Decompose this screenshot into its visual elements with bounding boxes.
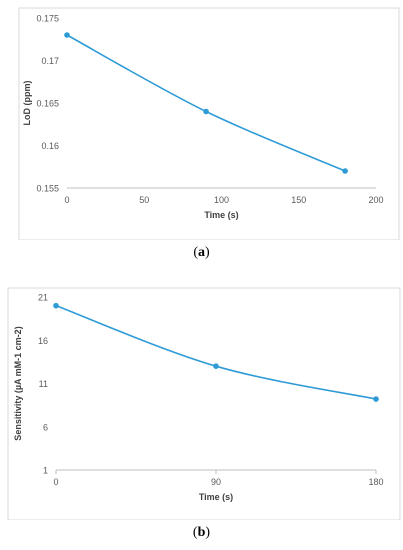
- chart-frame: [18, 7, 400, 240]
- y-tick-label: 6: [43, 422, 48, 432]
- caption-b-close: ): [205, 525, 211, 540]
- data-point: [213, 363, 219, 369]
- caption-b: (b): [0, 525, 403, 541]
- data-point: [342, 168, 348, 174]
- caption-a-letter: a: [198, 245, 205, 260]
- x-axis-title: Time (s): [204, 210, 238, 220]
- x-tick-label: 50: [139, 195, 149, 205]
- caption-b-letter: b: [197, 525, 206, 540]
- x-tick-label: 100: [214, 195, 229, 205]
- data-point: [373, 396, 379, 402]
- data-point: [53, 302, 59, 309]
- y-tick-label: 0.155: [36, 184, 59, 194]
- chart-panel-b: 1 6 11 16 21 0 90 180 Time (s) Sensitivity (µA mM…: [0, 280, 403, 550]
- caption-a-open: (: [193, 245, 198, 260]
- data-point: [64, 32, 70, 38]
- chart-frame: [7, 287, 401, 520]
- caption-a-close: ): [205, 245, 210, 260]
- x-tick-label: 180: [368, 477, 383, 487]
- chart-panel-a: 0.155 0.16 0.165 0.17 0.175 0 50 100 150 200 Time …: [0, 0, 403, 270]
- lod-chart: 0.155 0.16 0.165 0.17 0.175 0 50 100 150 200 Time …: [18, 7, 400, 240]
- y-tick-label: 1: [43, 466, 48, 476]
- y-tick-label: 0.165: [36, 99, 59, 109]
- y-tick-label: 16: [38, 336, 48, 346]
- y-tick-label: 21: [38, 293, 48, 303]
- y-tick-label: 0.17: [41, 56, 59, 66]
- x-tick-label: 150: [291, 195, 306, 205]
- y-axis-title: LoD (ppm): [22, 81, 32, 126]
- y-tick-label: 0.175: [36, 14, 59, 24]
- caption-b-open: (: [192, 525, 198, 540]
- data-point: [203, 108, 209, 115]
- x-axis-title: Time (s): [199, 492, 233, 502]
- caption-a: (a): [0, 245, 403, 261]
- x-tick-label: 90: [211, 477, 221, 487]
- y-axis-title: Sensitivity (µA mM-1 cm-2): [13, 326, 23, 440]
- y-tick-label: 0.16: [41, 141, 59, 151]
- x-tick-label: 0: [64, 195, 69, 205]
- x-tick-label: 200: [368, 195, 383, 205]
- y-tick-label: 11: [39, 379, 48, 389]
- x-tick-label: 0: [53, 477, 58, 487]
